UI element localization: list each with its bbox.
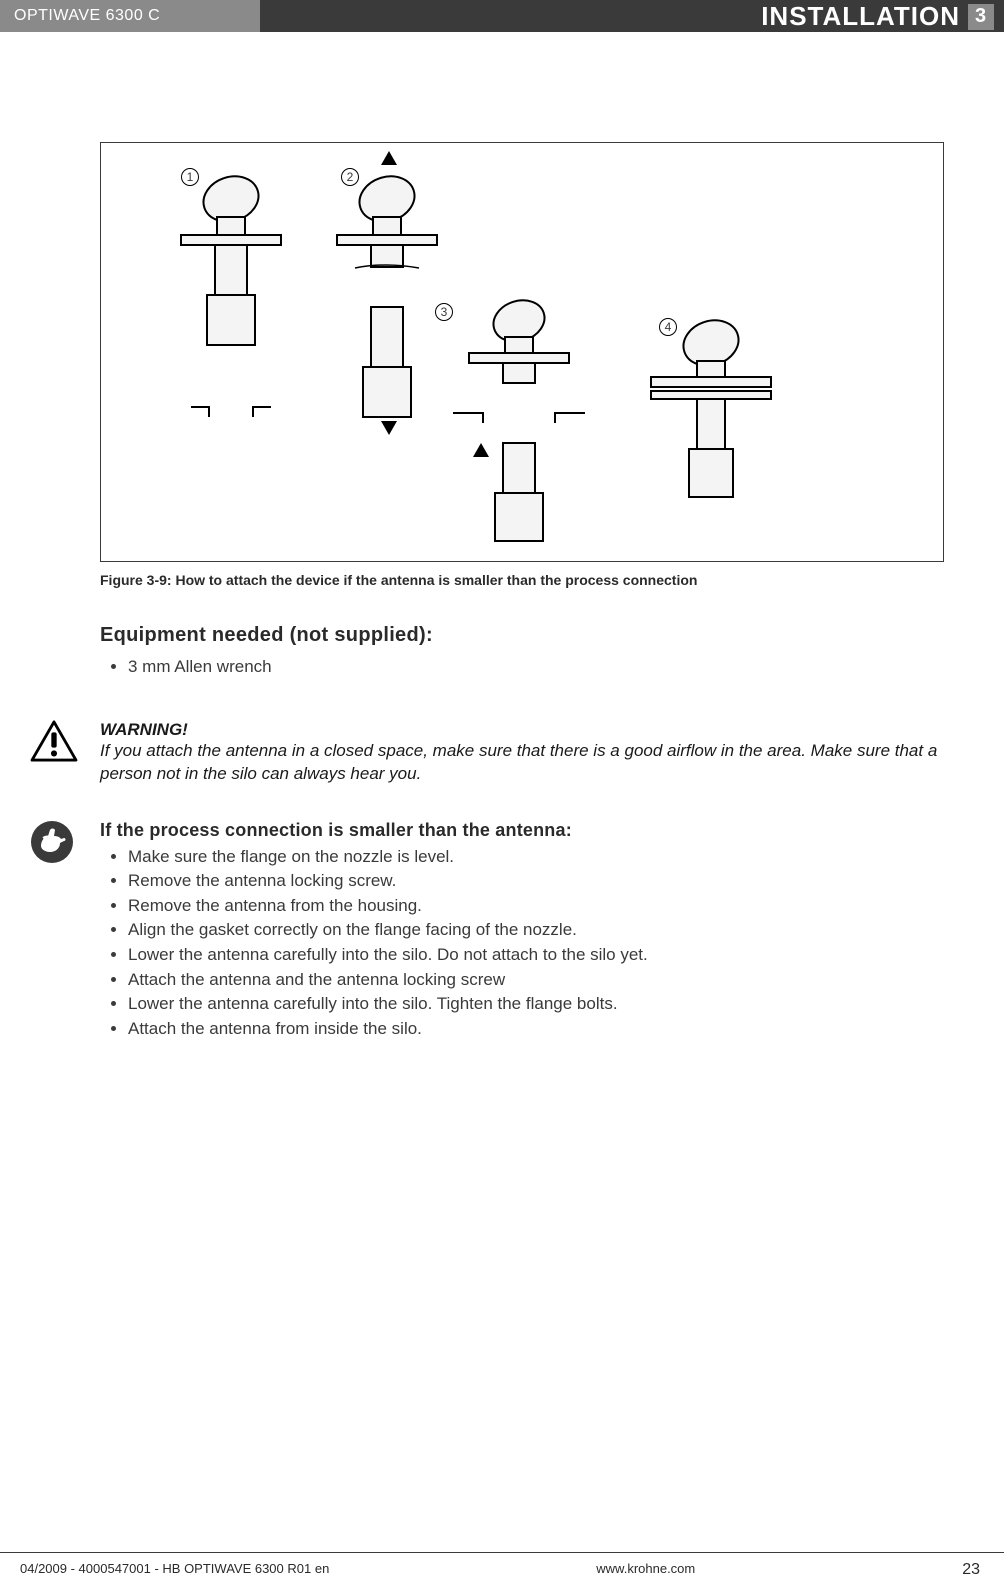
product-name: OPTIWAVE 6300 C (0, 0, 260, 32)
procedure-list: Make sure the flange on the nozzle is le… (100, 845, 944, 1042)
procedure-step: Lower the antenna carefully into the sil… (128, 943, 944, 968)
section-title-bar: INSTALLATION 3 (260, 0, 1004, 32)
device-illustration-1 (161, 167, 291, 427)
device-illustration-2 (315, 167, 455, 547)
equipment-item: 3 mm Allen wrench (128, 655, 944, 680)
equipment-list: 3 mm Allen wrench (100, 655, 944, 680)
page-header: OPTIWAVE 6300 C INSTALLATION 3 (0, 0, 1004, 32)
footer-url: www.krohne.com (329, 1561, 962, 1579)
procedure-step: Attach the antenna from inside the silo. (128, 1017, 944, 1042)
warning-title: WARNING! (100, 720, 944, 740)
procedure-step: Lower the antenna carefully into the sil… (128, 992, 944, 1017)
procedure-step: Remove the antenna locking screw. (128, 869, 944, 894)
figure-box: 1 2 3 4 (100, 142, 944, 562)
procedure-step: Align the gasket correctly on the flange… (128, 918, 944, 943)
device-illustration-4 (621, 313, 791, 543)
page-number: 23 (962, 1561, 984, 1579)
footer-docinfo: 04/2009 - 4000547001 - HB OPTIWAVE 6300 … (20, 1561, 329, 1579)
device-illustration-3 (441, 293, 611, 553)
chapter-number-badge: 3 (968, 4, 994, 30)
equipment-heading: Equipment needed (not supplied): (100, 624, 944, 647)
warning-block: WARNING! If you attach the antenna in a … (100, 720, 944, 786)
hand-icon (30, 820, 100, 864)
page-content: 1 2 3 4 (0, 142, 1004, 1042)
procedure-step: Remove the antenna from the housing. (128, 894, 944, 919)
procedure-heading: If the process connection is smaller tha… (100, 820, 944, 841)
figure-caption: Figure 3-9: How to attach the device if … (100, 572, 944, 588)
section-title: INSTALLATION (761, 1, 960, 32)
arrow-up-icon (381, 151, 397, 165)
warning-text: If you attach the antenna in a closed sp… (100, 740, 944, 786)
procedure-step: Make sure the flange on the nozzle is le… (128, 845, 944, 870)
page-footer: 04/2009 - 4000547001 - HB OPTIWAVE 6300 … (0, 1552, 1004, 1591)
warning-icon (30, 720, 100, 762)
procedure-step: Attach the antenna and the antenna locki… (128, 968, 944, 993)
procedure-block: If the process connection is smaller tha… (100, 820, 944, 1042)
